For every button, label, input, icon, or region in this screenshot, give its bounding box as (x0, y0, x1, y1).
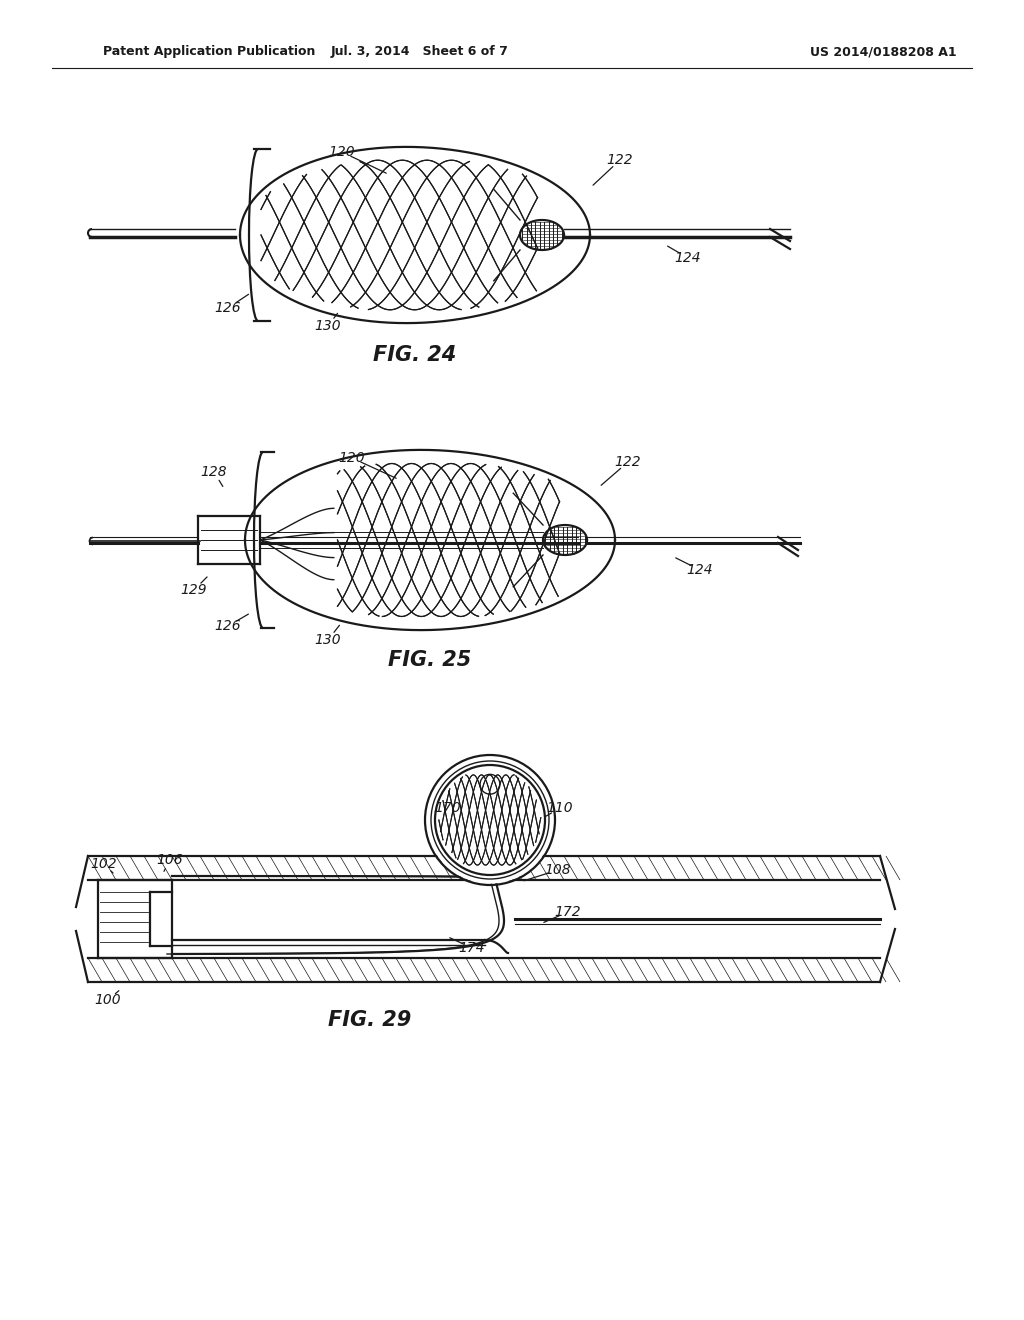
Text: US 2014/0188208 A1: US 2014/0188208 A1 (810, 45, 956, 58)
Text: 108: 108 (545, 863, 571, 876)
Text: 172: 172 (555, 906, 582, 919)
Text: 110: 110 (547, 801, 573, 814)
Text: 128: 128 (201, 465, 227, 479)
Text: 130: 130 (314, 634, 341, 647)
Text: Jul. 3, 2014   Sheet 6 of 7: Jul. 3, 2014 Sheet 6 of 7 (331, 45, 509, 58)
Text: 100: 100 (94, 993, 121, 1007)
Text: 120: 120 (339, 451, 366, 465)
Text: 122: 122 (606, 153, 633, 168)
Text: 126: 126 (215, 619, 242, 634)
Text: 126: 126 (215, 301, 242, 315)
Text: FIG. 25: FIG. 25 (388, 649, 472, 671)
Circle shape (435, 766, 545, 875)
Text: 124: 124 (675, 251, 701, 265)
Text: 102: 102 (91, 857, 118, 871)
Text: 106: 106 (157, 853, 183, 867)
Text: 130: 130 (314, 319, 341, 333)
Text: FIG. 29: FIG. 29 (329, 1010, 412, 1030)
Text: 170: 170 (434, 801, 462, 814)
Text: 174: 174 (459, 941, 485, 954)
Text: Patent Application Publication: Patent Application Publication (103, 45, 315, 58)
Text: 124: 124 (687, 564, 714, 577)
Text: 122: 122 (614, 455, 641, 469)
Text: 129: 129 (180, 583, 207, 597)
Circle shape (427, 756, 553, 883)
Text: 120: 120 (329, 145, 355, 158)
Text: FIG. 24: FIG. 24 (374, 345, 457, 366)
